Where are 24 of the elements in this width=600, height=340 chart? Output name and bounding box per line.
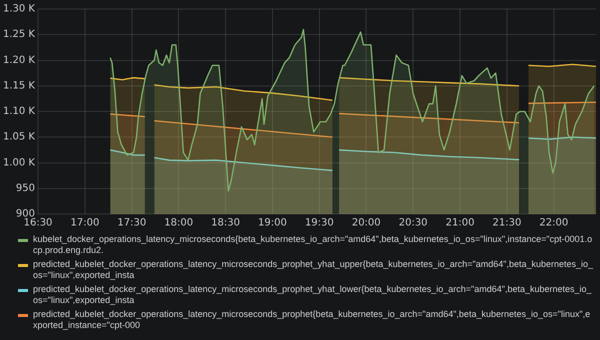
x-tick-label: 21:00	[446, 218, 474, 229]
y-tick-label: 1.20 K	[2, 54, 36, 66]
y-tick-label: 950	[16, 182, 35, 194]
y-tick-label: 1.10 K	[2, 106, 36, 118]
x-tick-label: 19:30	[304, 218, 334, 229]
x-tick-label: 22:00	[539, 218, 568, 229]
x-tick-label: 20:30	[398, 218, 428, 229]
legend-label: predicted_kubelet_docker_operations_latency_microseconds_prophet_yhat_upper{beta_kubernetes_io_arch="amd64",beta_kubernetes_io_os="linux",exported_insta	[33, 259, 594, 281]
y-tick-label: 1.00 K	[2, 157, 36, 168]
y-tick-label: 1.25 K	[2, 29, 36, 40]
y-tick-label: 1.05 K	[2, 132, 36, 143]
legend-label: predicted_kubelet_docker_operations_latency_microseconds_prophet_yhat_lower{beta_kubernetes_io_arch="amd64",beta_kubernetes_io_os="linux",exported_insta	[33, 284, 593, 306]
x-tick-label: 16:30	[24, 218, 52, 229]
y-tick-label: 1.15 K	[2, 80, 36, 92]
legend-label: predicted_kubelet_docker_operations_latency_microseconds_prophet{beta_kubernetes_io_arch="amd64",beta_kubernetes_io_os="linux",exported_instance="cpt-000	[33, 309, 592, 331]
x-tick-label: 18:30	[211, 218, 240, 229]
x-tick-label: 20:00	[352, 218, 381, 229]
x-tick-label: 17:30	[117, 218, 146, 229]
x-tick-label: 21:30	[492, 218, 522, 229]
y-tick-label: 1.30 K	[2, 4, 36, 15]
legend-label: kubelet_docker_operations_latency_microseconds{beta_kubernetes_io_arch="amd64",beta_kubernetes_io_os="linux",instance="cpt-0001.ocp.prod.eng.rdu2.	[33, 234, 594, 256]
x-tick-label: 19:00	[258, 218, 287, 229]
x-tick-label: 18:00	[164, 218, 194, 229]
x-tick-label: 17:00	[70, 218, 100, 229]
